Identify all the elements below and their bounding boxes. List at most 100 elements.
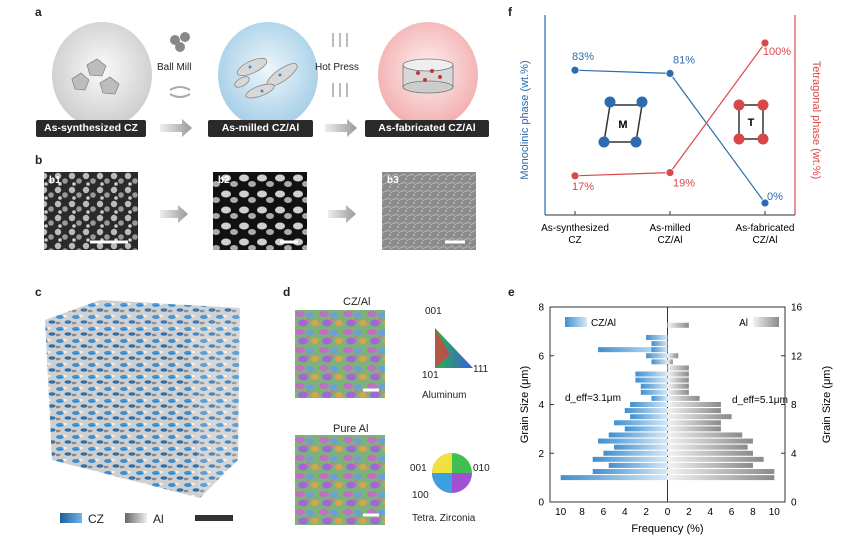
- legend-swatch-al: [753, 317, 779, 327]
- bar-al: [667, 432, 743, 438]
- egg-blue: [218, 22, 318, 128]
- bar-al: [667, 450, 753, 456]
- x-tick-label: 6: [729, 507, 735, 518]
- data-point-tetragonal: [760, 38, 770, 48]
- bar-al: [667, 456, 764, 462]
- panel-d-ebsd-maps: [295, 310, 473, 525]
- bar-al: [667, 383, 689, 389]
- cube-side-face: [190, 308, 240, 498]
- bar-al: [667, 438, 753, 444]
- arrow-right-icon: [325, 119, 357, 137]
- sem-image-b3: [382, 172, 476, 250]
- data-label-monoclinic: 0%: [767, 191, 783, 203]
- pellet-icon: [402, 58, 454, 94]
- y-right-tick-label: 8: [791, 400, 797, 411]
- bar-al: [667, 389, 689, 395]
- bar-cz-al: [624, 408, 668, 414]
- x-tick-label: 4: [622, 507, 628, 518]
- tetragonal-cell-icon: T: [733, 99, 769, 145]
- legend-label-cz-al: CZ/Al: [591, 318, 616, 329]
- panel-label-e: e: [508, 285, 515, 299]
- sem-label-b2: b2: [218, 175, 230, 186]
- x-axis-label: Frequency (%): [631, 523, 703, 535]
- panel-label-f: f: [508, 5, 512, 19]
- panel-label-d: d: [283, 285, 291, 299]
- x-tick-label: 6: [601, 507, 607, 518]
- ball-mill-label: Ball Mill: [157, 62, 192, 73]
- panel-b-sem-images: [44, 172, 476, 250]
- panel-label-a: a: [35, 5, 42, 19]
- bar-cz-al: [560, 475, 668, 481]
- bar-cz-al: [651, 395, 668, 401]
- legend-label-al: Al: [739, 318, 748, 329]
- ebsd-map-pure-al: [295, 435, 385, 525]
- ipf-caption-aluminum: Aluminum: [422, 390, 467, 401]
- bar-al: [667, 462, 753, 468]
- bar-cz-al: [608, 432, 668, 438]
- y-right-tick-label: 16: [791, 303, 803, 314]
- bar-al: [667, 444, 748, 450]
- x-tick-label: 2: [686, 507, 692, 518]
- data-point-monoclinic: [665, 69, 675, 78]
- inset-label-t: T: [748, 117, 755, 129]
- y-left-tick-label: 4: [538, 400, 544, 411]
- bar-cz-al: [640, 389, 668, 395]
- cube-top-face: [45, 300, 240, 332]
- x-tick-label: 2: [643, 507, 649, 518]
- y-axis-label-right: Tetragonal phase (wt.%): [810, 61, 822, 180]
- ebsd-map-cz-al: [295, 310, 385, 398]
- x-tick-label: 8: [579, 507, 585, 518]
- milled-flakes-icon: [234, 57, 298, 99]
- sem-image-b1: [44, 172, 138, 250]
- bar-cz-al: [640, 383, 668, 389]
- x-tick-label: 4: [707, 507, 713, 518]
- arrow-right-icon: [160, 205, 188, 223]
- y-axis-label-left: Grain Size (μm): [519, 366, 531, 443]
- bar-al: [667, 322, 689, 328]
- x-category-label: As-fabricated: [736, 223, 795, 234]
- panel-a-illustration: [52, 22, 478, 137]
- bar-cz-al: [630, 414, 668, 420]
- ipf-label-111: 111: [473, 364, 489, 375]
- legend-cz-swatch: [60, 513, 82, 523]
- legend-al-swatch: [125, 513, 147, 523]
- x-category-label: As-milled: [649, 223, 690, 234]
- bar-cz-al: [635, 371, 668, 377]
- bar-cz-al: [614, 444, 668, 450]
- bar-cz-al: [592, 469, 668, 475]
- sem-label-b1: b1: [49, 175, 61, 186]
- sem-label-b3: b3: [387, 175, 399, 186]
- cz-particles-icon: [71, 58, 120, 95]
- y-right-tick-label: 4: [791, 449, 797, 460]
- y-right-tick-label: 0: [791, 498, 797, 509]
- y-left-tick-label: 8: [538, 303, 544, 314]
- hot-press-icon: [332, 33, 348, 97]
- bar-al: [667, 475, 775, 481]
- bar-cz-al: [646, 334, 668, 340]
- bar-cz-al: [592, 456, 668, 462]
- data-point-monoclinic: [760, 198, 770, 208]
- ebsd-title-bottom: Pure Al: [333, 423, 369, 435]
- bar-al: [667, 420, 721, 426]
- ipf-label-101: 101: [422, 370, 439, 381]
- bar-cz-al: [651, 347, 668, 353]
- bar-cz-al: [614, 420, 668, 426]
- panel-label-c: c: [35, 285, 42, 299]
- bar-al: [667, 353, 679, 359]
- bar-cz-al: [603, 450, 668, 456]
- legend-al-label: Al: [153, 512, 164, 526]
- x-category-label: CZ/Al: [753, 235, 778, 246]
- bar-al: [667, 469, 775, 475]
- bar-cz-al: [630, 402, 668, 407]
- data-label-tetragonal: 19%: [673, 178, 695, 190]
- y-left-tick-label: 0: [538, 498, 544, 509]
- bar-cz-al: [646, 353, 668, 359]
- y-left-tick-label: 6: [538, 351, 544, 362]
- step-label-as-synthesized: As-synthesized CZ: [36, 120, 146, 137]
- data-label-tetragonal: 100%: [763, 46, 791, 58]
- ipf2-label-010: 010: [473, 463, 490, 474]
- cube-front-face: [45, 320, 200, 498]
- inset-label-m: M: [618, 119, 627, 131]
- bar-cz-al: [651, 359, 668, 365]
- step-label-as-milled: As-milled CZ/Al: [208, 120, 313, 137]
